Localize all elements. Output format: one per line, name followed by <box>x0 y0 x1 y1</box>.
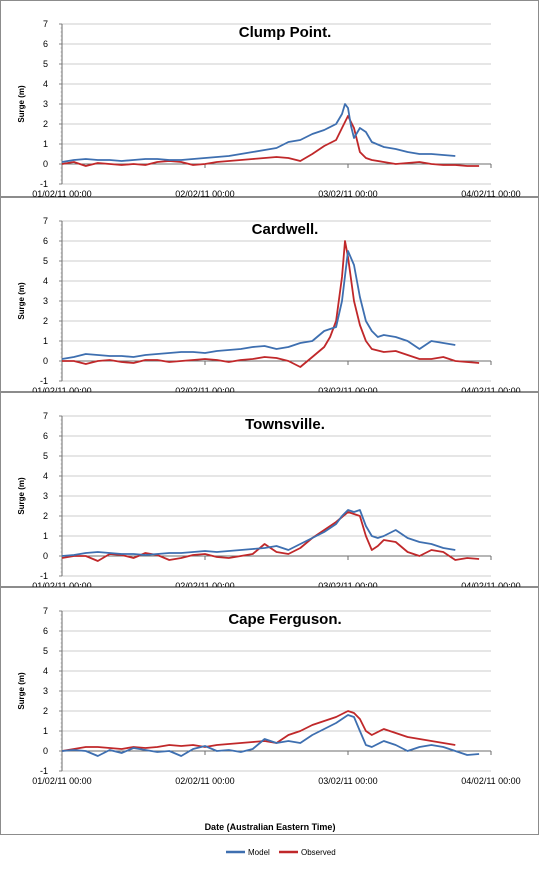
y-tick-label: 2 <box>43 511 48 521</box>
y-tick-label: 4 <box>43 276 48 286</box>
y-tick-label: 1 <box>43 531 48 541</box>
chart-panel: -1 0 1 2 3 4 5 6 7 01/02/11 00:00 02/02/11 00:00 03… <box>0 587 539 835</box>
y-tick-label: 6 <box>43 236 48 246</box>
series-line-observed <box>62 240 480 368</box>
y-tick-label: 3 <box>43 296 48 306</box>
y-tick-label: 3 <box>43 99 48 109</box>
x-tick-label: 04/02/11 00:00 <box>461 189 520 199</box>
legend: Model Observed <box>226 848 336 857</box>
legend-label-observed: Observed <box>301 848 336 857</box>
series-line-model <box>61 714 480 757</box>
y-tick-label: 0 <box>43 356 48 366</box>
x-tick-label: 02/02/11 00:00 <box>175 776 234 786</box>
chart-title: Clump Point. <box>239 24 332 41</box>
x-tick-label: 01/02/11 00:00 <box>32 386 91 396</box>
y-tick-label: 2 <box>43 316 48 326</box>
y-tick-label: -1 <box>40 376 48 386</box>
y-tick-label: 3 <box>43 686 48 696</box>
x-tick-label: 03/02/11 00:00 <box>318 189 377 199</box>
chart-title: Cape Ferguson. <box>228 611 341 628</box>
y-tick-label: 7 <box>43 606 48 616</box>
y-tick-label: 4 <box>43 79 48 89</box>
y-tick-label: 7 <box>43 411 48 421</box>
x-tick-label: 04/02/11 00:00 <box>461 776 520 786</box>
x-tick-label: 02/02/11 00:00 <box>175 581 234 591</box>
y-tick-label: 5 <box>43 646 48 656</box>
y-tick-label: 7 <box>43 216 48 226</box>
series-line-model <box>61 250 456 360</box>
series-line-observed <box>61 511 480 562</box>
y-axis-label: Surge (m) <box>17 477 26 515</box>
y-axis-label: Surge (m) <box>17 85 26 123</box>
chart-panel: -1 0 1 2 3 4 5 6 7 01/02/11 00:00 02/02/11 00:00 03… <box>0 197 539 396</box>
x-tick-label: 04/02/11 00:00 <box>461 386 520 396</box>
x-tick-label: 01/02/11 00:00 <box>32 776 91 786</box>
y-axis-label: Surge (m) <box>17 282 26 320</box>
y-tick-label: 6 <box>43 626 48 636</box>
y-tick-label: -1 <box>40 571 48 581</box>
y-tick-label: 4 <box>43 471 48 481</box>
x-tick-label: 03/02/11 00:00 <box>318 581 377 591</box>
chart-title: Townsville. <box>245 416 325 433</box>
x-tick-label: 03/02/11 00:00 <box>318 386 377 396</box>
series-line-observed <box>61 710 456 752</box>
y-tick-label: 0 <box>43 551 48 561</box>
series-line-observed <box>61 115 480 167</box>
y-tick-label: 5 <box>43 256 48 266</box>
panel-frame <box>0 392 539 587</box>
y-tick-label: 6 <box>43 431 48 441</box>
y-tick-label: 1 <box>43 336 48 346</box>
series-line-model <box>61 509 456 557</box>
y-tick-label: 4 <box>43 666 48 676</box>
y-tick-label: 5 <box>43 451 48 461</box>
y-tick-label: 5 <box>43 59 48 69</box>
y-tick-label: 0 <box>43 159 48 169</box>
x-axis-label: Date (Australian Eastern Time) <box>205 822 336 832</box>
y-tick-label: 1 <box>43 726 48 736</box>
x-tick-label: 02/02/11 00:00 <box>175 189 234 199</box>
y-tick-label: 7 <box>43 19 48 29</box>
y-tick-label: 2 <box>43 706 48 716</box>
x-tick-label: 01/02/11 00:00 <box>32 189 91 199</box>
legend-label-model: Model <box>248 848 270 857</box>
y-tick-label: 2 <box>43 119 48 129</box>
y-tick-label: -1 <box>40 179 48 189</box>
x-tick-label: 02/02/11 00:00 <box>175 386 234 396</box>
y-tick-label: -1 <box>40 766 48 776</box>
x-tick-label: 01/02/11 00:00 <box>32 581 91 591</box>
y-tick-label: 3 <box>43 491 48 501</box>
x-tick-label: 03/02/11 00:00 <box>318 776 377 786</box>
x-tick-label: 04/02/11 00:00 <box>461 581 520 591</box>
y-tick-label: 0 <box>43 746 48 756</box>
chart-panel: -1 0 1 2 3 4 5 6 7 01/02/11 00:00 02/02/11 00:00 03… <box>0 392 539 591</box>
y-tick-label: 1 <box>43 139 48 149</box>
y-tick-label: 6 <box>43 39 48 49</box>
y-axis-label: Surge (m) <box>17 672 26 710</box>
series-line-model <box>61 103 456 163</box>
chart-panel: -1 0 1 2 3 4 5 6 7 01/02/11 00:00 02/02/11 00:00 03… <box>0 0 539 199</box>
chart-title: Cardwell. <box>252 221 319 238</box>
